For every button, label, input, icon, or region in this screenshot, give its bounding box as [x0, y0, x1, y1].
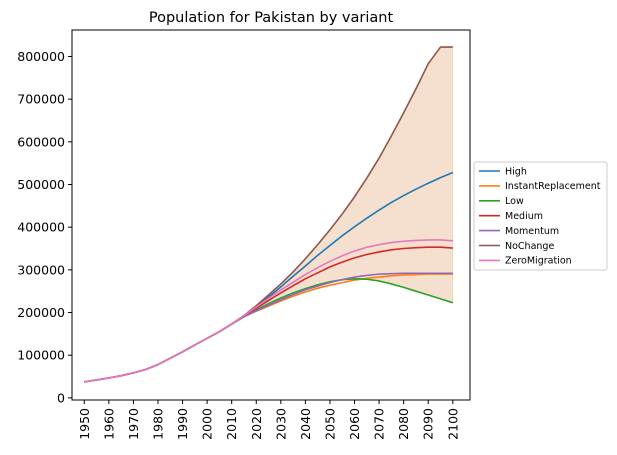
x-tick-label: 2020: [249, 408, 264, 440]
x-tick-label: 1950: [77, 408, 92, 440]
x-tick-label: 2060: [347, 408, 362, 440]
x-tick-label: 1960: [101, 408, 116, 440]
x-tick-label: 1990: [175, 408, 190, 440]
x-tick-label: 2100: [445, 408, 460, 440]
legend-label: NoChange: [505, 241, 554, 252]
legend-label: InstantReplacement: [505, 181, 601, 192]
x-tick-label: 2090: [421, 408, 436, 440]
x-tick-label: 2030: [273, 408, 288, 440]
y-tick-label: 100000: [17, 348, 65, 363]
x-tick-label: 2070: [372, 408, 387, 440]
legend-label: Momentum: [505, 226, 559, 237]
series-line-instantreplacement: [84, 273, 453, 383]
x-tick-label: 2080: [396, 408, 411, 440]
series-lines: [84, 46, 454, 383]
legend-label: High: [505, 166, 527, 177]
legend-label: ZeroMigration: [505, 256, 572, 267]
x-tick-label: 1980: [150, 408, 165, 440]
y-tick-label: 600000: [17, 134, 65, 149]
x-tick-label: 2000: [200, 408, 215, 440]
legend-box: [473, 161, 608, 271]
plot-area: [71, 29, 471, 401]
series-line-momentum: [84, 272, 453, 383]
y-tick-label: 300000: [17, 262, 65, 277]
series-line-zeromigration: [84, 239, 453, 383]
x-tick-label: 1970: [126, 408, 141, 440]
chart-title: Population for Pakistan by variant: [149, 10, 394, 26]
y-tick-label: 700000: [17, 92, 65, 107]
x-axis: 1950 1960 1970 1980 1990 2000 2010 2020 2030 2040…: [77, 400, 460, 440]
x-tick-label: 2040: [298, 408, 313, 440]
y-tick-label: 500000: [17, 177, 65, 192]
y-tick-label: 0: [57, 390, 65, 405]
legend-label: Medium: [505, 211, 543, 222]
x-tick-label: 2010: [224, 408, 239, 440]
y-tick-label: 400000: [17, 220, 65, 235]
y-axis: 0 100000 200000 300000 400000 500000 600000 700…: [17, 49, 72, 405]
y-tick-label: 200000: [17, 305, 65, 320]
legend: High InstantReplacement Low Medium Momentum N…: [473, 161, 608, 271]
legend-label: Low: [505, 196, 524, 207]
y-tick-label: 800000: [17, 49, 65, 64]
x-tick-label: 2050: [322, 408, 337, 440]
